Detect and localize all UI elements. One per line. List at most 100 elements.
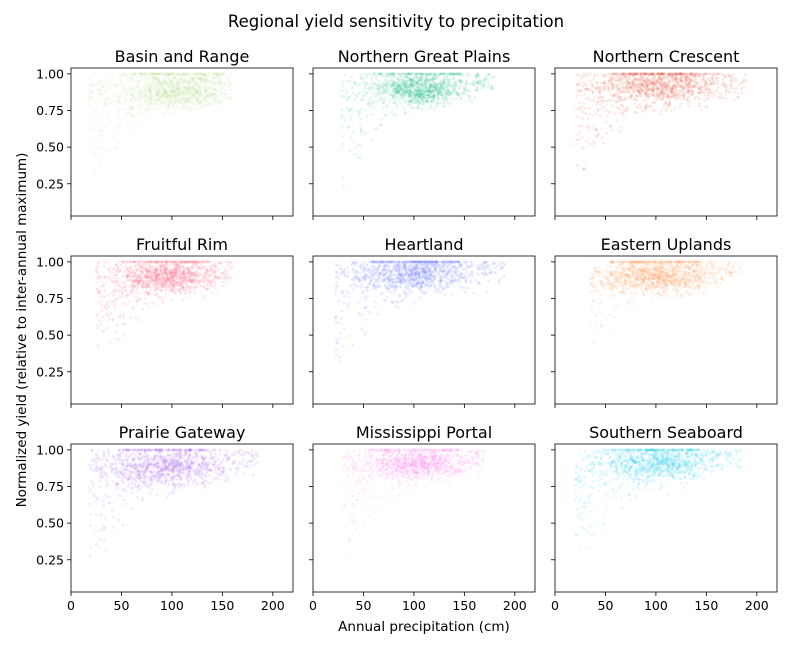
scatter-series [334,260,506,363]
scatter-point [345,91,349,95]
scatter-point [430,105,433,109]
scatter-point [484,74,487,78]
scatter-point [353,153,357,156]
scatter-point [353,98,357,102]
scatter-point [101,315,105,319]
scatter-point [646,88,650,91]
scatter-point [382,74,386,78]
scatter-point [178,106,181,110]
scatter-point [221,284,225,288]
scatter-point [159,96,162,99]
scatter-point [209,86,212,90]
scatter-point [161,82,165,86]
scatter-point [605,109,608,112]
scatter-point [651,109,654,112]
scatter-point [630,97,633,101]
scatter-point [173,74,177,78]
scatter-point [229,261,233,265]
scatter-point [140,273,144,276]
scatter-point [224,280,228,284]
scatter-point [129,278,133,282]
scatter-point [160,93,164,97]
scatter-point [456,72,460,76]
scatter-point [154,76,158,80]
scatter-point [88,97,91,100]
scatter-point [711,76,715,79]
scatter-point [417,105,420,109]
scatter-point [456,93,460,96]
scatter-point [127,260,130,264]
scatter-point [174,87,178,91]
scatter-point [412,97,416,101]
scatter-point [224,93,228,96]
scatter-point [409,85,413,89]
scatter-point [98,134,102,137]
scatter-point [144,91,148,95]
scatter-point [135,289,139,293]
scatter-point [636,77,640,81]
scatter-point [618,129,622,133]
scatter-point [202,72,206,76]
scatter-point [214,275,218,279]
scatter-point [454,97,457,100]
scatter-point [136,92,140,96]
scatter-point [178,274,182,278]
scatter-point [178,280,182,284]
scatter-point [213,270,217,274]
scatter-point [651,77,655,80]
scatter-point [688,85,691,89]
y-tick-label: 1.00 [36,66,64,81]
scatter-point [166,260,170,264]
scatter-point [705,96,709,100]
scatter-point [452,87,456,91]
scatter-point [113,305,117,309]
scatter-series [574,72,748,171]
scatter-point [205,284,209,287]
scatter-point [152,82,156,86]
scatter-point [155,82,158,85]
scatter-point [197,80,201,84]
scatter-point [166,102,170,106]
scatter-point [575,138,579,142]
scatter-point [145,108,149,111]
scatter-point [432,108,436,111]
scatter-point [375,83,379,87]
scatter-point [213,82,216,86]
scatter-point [468,99,472,102]
scatter-point [164,107,167,111]
scatter-point [95,103,99,106]
scatter-point [393,100,397,103]
scatter-point [227,77,231,81]
scatter-point [458,83,462,87]
scatter-point [666,88,669,92]
scatter-point [173,75,177,79]
scatter-point [150,98,154,102]
scatter-point [583,167,587,171]
scatter-point [362,80,365,84]
scatter-point [396,85,400,89]
scatter-point [99,165,102,169]
scatter-point [138,280,142,284]
scatter-point [492,75,496,78]
scatter-point [161,285,165,289]
scatter-point [446,99,449,103]
scatter-point [742,86,746,89]
scatter-point [102,264,106,268]
scatter-point [381,107,385,110]
scatter-point [358,76,362,80]
scatter-point [341,176,344,180]
scatter-point [420,88,424,92]
scatter-point [97,290,101,293]
scatter-point [208,96,212,100]
scatter-point [198,83,201,86]
scatter-point [198,94,202,98]
scatter-point [174,271,177,274]
scatter-point [720,93,724,96]
scatter-point [126,294,129,297]
scatter-point [404,101,408,104]
scatter-point [442,104,446,108]
scatter-point [175,105,179,109]
scatter-point [111,267,114,271]
scatter-point [175,82,179,85]
scatter-point [88,89,92,93]
